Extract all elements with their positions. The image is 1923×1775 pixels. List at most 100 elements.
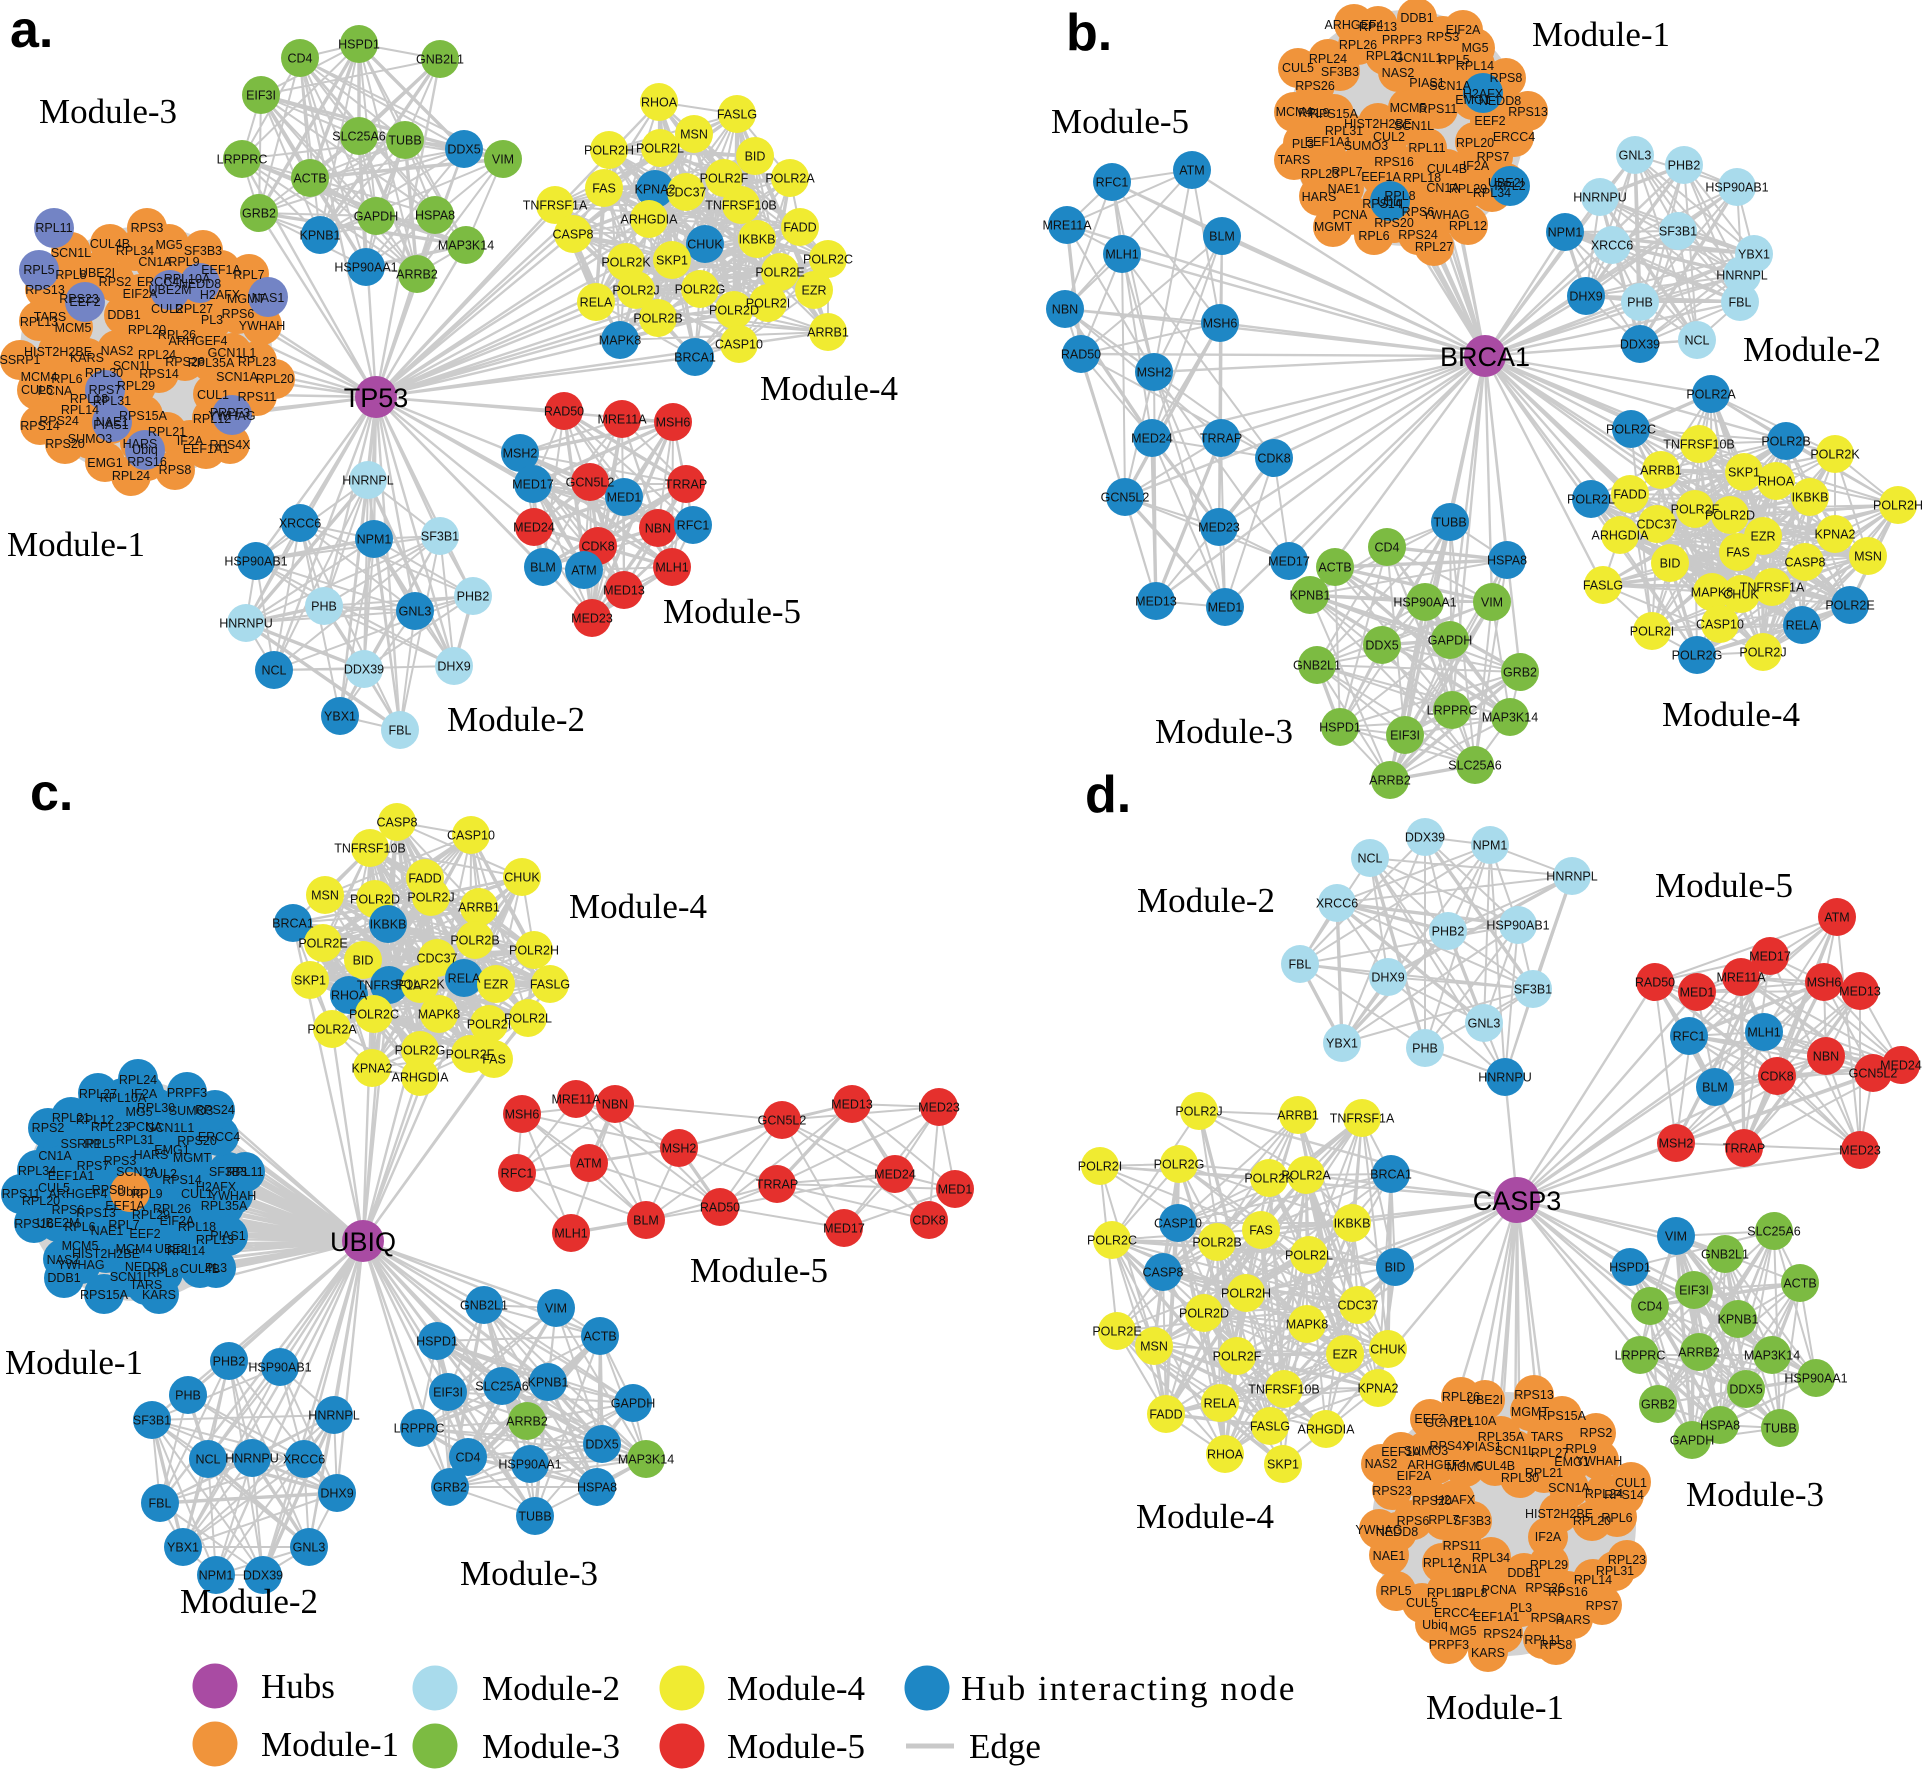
svg-text:POLR2J: POLR2J: [1175, 1105, 1222, 1119]
svg-text:RPL11: RPL11: [226, 1165, 263, 1179]
svg-text:RPS4X: RPS4X: [1430, 1439, 1472, 1453]
svg-text:TUBB: TUBB: [388, 134, 421, 148]
svg-text:TP53: TP53: [344, 383, 409, 413]
svg-text:DDB1: DDB1: [1507, 1566, 1540, 1580]
svg-text:POLR2B: POLR2B: [450, 934, 499, 948]
svg-text:RPL8: RPL8: [1384, 189, 1415, 203]
svg-text:SF3B3: SF3B3: [1453, 1514, 1491, 1528]
svg-text:MED23: MED23: [918, 1101, 960, 1115]
svg-text:IKBKB: IKBKB: [370, 918, 407, 932]
svg-text:POLR2K: POLR2K: [395, 978, 445, 992]
svg-text:RPL12: RPL12: [1423, 1556, 1461, 1570]
svg-text:EZR: EZR: [1333, 1348, 1358, 1362]
svg-text:UBIQ: UBIQ: [330, 1227, 396, 1257]
svg-text:RPL18: RPL18: [178, 1220, 216, 1234]
svg-text:RFC1: RFC1: [501, 1167, 534, 1181]
svg-text:RPL12: RPL12: [76, 1113, 114, 1127]
svg-text:UBE2M: UBE2M: [36, 1216, 79, 1230]
svg-text:RPL14: RPL14: [1574, 1573, 1612, 1587]
svg-text:RPS14: RPS14: [162, 1173, 202, 1187]
svg-text:GRB2: GRB2: [1503, 666, 1537, 680]
svg-text:GNL3: GNL3: [1468, 1017, 1501, 1031]
svg-text:MED24: MED24: [1880, 1059, 1922, 1073]
svg-text:RPS14: RPS14: [1604, 1488, 1644, 1502]
svg-text:RPL27: RPL27: [175, 302, 213, 316]
svg-text:CASP3: CASP3: [1473, 1186, 1562, 1216]
svg-text:FASLG: FASLG: [1250, 1420, 1290, 1434]
svg-text:EZR: EZR: [484, 978, 509, 992]
svg-text:MED24: MED24: [513, 521, 555, 535]
svg-text:RPS13: RPS13: [25, 283, 65, 297]
svg-text:YBX1: YBX1: [1326, 1037, 1358, 1051]
svg-text:MCM5: MCM5: [62, 1239, 99, 1253]
svg-text:RPL20: RPL20: [256, 372, 294, 386]
svg-text:NPM1: NPM1: [1473, 839, 1508, 853]
svg-text:HSP90AA1: HSP90AA1: [1784, 1372, 1847, 1386]
svg-text:MCM4: MCM4: [21, 370, 58, 384]
svg-text:FAS: FAS: [1726, 546, 1750, 560]
svg-text:POLR2C: POLR2C: [349, 1008, 399, 1022]
svg-text:ARRB2: ARRB2: [1678, 1346, 1720, 1360]
svg-text:DHX9: DHX9: [437, 660, 470, 674]
svg-text:GNB2L1: GNB2L1: [416, 53, 464, 67]
svg-text:HSPD1: HSPD1: [338, 38, 380, 52]
svg-text:ACTB: ACTB: [1783, 1277, 1816, 1291]
svg-text:GAPDH: GAPDH: [611, 1397, 655, 1411]
svg-text:MRE11A: MRE11A: [551, 1093, 601, 1107]
svg-text:RPL24: RPL24: [112, 469, 150, 483]
svg-text:POLR2K: POLR2K: [1810, 448, 1860, 462]
svg-text:CDC37: CDC37: [1637, 518, 1678, 532]
svg-text:POLR2H: POLR2H: [1221, 1287, 1271, 1301]
svg-text:ARHGEF4: ARHGEF4: [48, 1187, 107, 1201]
svg-text:Module-5: Module-5: [1051, 102, 1189, 141]
svg-text:TNFRSF10B: TNFRSF10B: [1248, 1383, 1320, 1397]
svg-text:HIST2H2BE: HIST2H2BE: [1525, 1507, 1593, 1521]
svg-text:FASLG: FASLG: [1583, 579, 1623, 593]
svg-text:KARS: KARS: [70, 351, 104, 365]
svg-text:TRRAP: TRRAP: [665, 478, 707, 492]
svg-text:RAD50: RAD50: [700, 1201, 740, 1215]
svg-text:SUMO3: SUMO3: [1404, 1444, 1449, 1458]
svg-text:ARRB1: ARRB1: [807, 326, 849, 340]
svg-text:PL3: PL3: [201, 313, 223, 327]
svg-text:FADD: FADD: [1613, 488, 1646, 502]
svg-text:POLR2H: POLR2H: [1873, 499, 1923, 513]
svg-text:MCM5: MCM5: [55, 321, 92, 335]
svg-text:RPL5: RPL5: [23, 263, 54, 277]
svg-text:RPS24: RPS24: [195, 1103, 235, 1117]
svg-text:RPL7: RPL7: [1331, 165, 1362, 179]
svg-text:HIST2H2BE: HIST2H2BE: [72, 1247, 140, 1261]
svg-text:GNB2L1: GNB2L1: [1701, 1248, 1749, 1262]
svg-text:VIM: VIM: [492, 153, 514, 167]
svg-text:RPL8: RPL8: [55, 268, 86, 282]
svg-text:NAE1: NAE1: [1328, 182, 1361, 196]
svg-text:UBE2M: UBE2M: [148, 283, 191, 297]
svg-text:VIM: VIM: [1481, 596, 1503, 610]
svg-text:EZR: EZR: [1751, 530, 1776, 544]
svg-text:Module-5: Module-5: [690, 1251, 828, 1290]
svg-text:RPS7: RPS7: [1586, 1599, 1619, 1613]
svg-text:PRPF3: PRPF3: [210, 406, 250, 420]
svg-text:POLR2J: POLR2J: [1739, 646, 1786, 660]
svg-text:H2AFX: H2AFX: [1463, 87, 1504, 101]
svg-text:RPS16: RPS16: [1548, 1585, 1588, 1599]
svg-text:Module-1: Module-1: [1532, 15, 1670, 54]
svg-text:ARHGDIA: ARHGDIA: [1298, 1423, 1356, 1437]
svg-text:FADD: FADD: [1149, 1408, 1182, 1422]
svg-text:EEF1A: EEF1A: [105, 1199, 145, 1213]
svg-text:ARHGEF4: ARHGEF4: [168, 334, 227, 348]
svg-text:Module-3: Module-3: [1686, 1475, 1824, 1514]
svg-text:RHOA: RHOA: [1758, 475, 1795, 489]
svg-text:TARS: TARS: [1278, 153, 1310, 167]
svg-text:RPL11: RPL11: [1524, 1633, 1561, 1647]
svg-text:MED17: MED17: [823, 1222, 865, 1236]
svg-text:IF2A: IF2A: [1463, 159, 1490, 173]
svg-text:RPL5: RPL5: [1438, 53, 1469, 67]
svg-text:RPS26: RPS26: [1295, 79, 1335, 93]
svg-text:NAE1: NAE1: [1373, 1549, 1406, 1563]
svg-text:RPL10A: RPL10A: [164, 272, 211, 286]
svg-text:RPL26: RPL26: [1339, 38, 1377, 52]
svg-text:HNRNPL: HNRNPL: [308, 1409, 359, 1423]
svg-text:POLR2L: POLR2L: [1567, 493, 1615, 507]
svg-text:MG5: MG5: [1461, 41, 1488, 55]
